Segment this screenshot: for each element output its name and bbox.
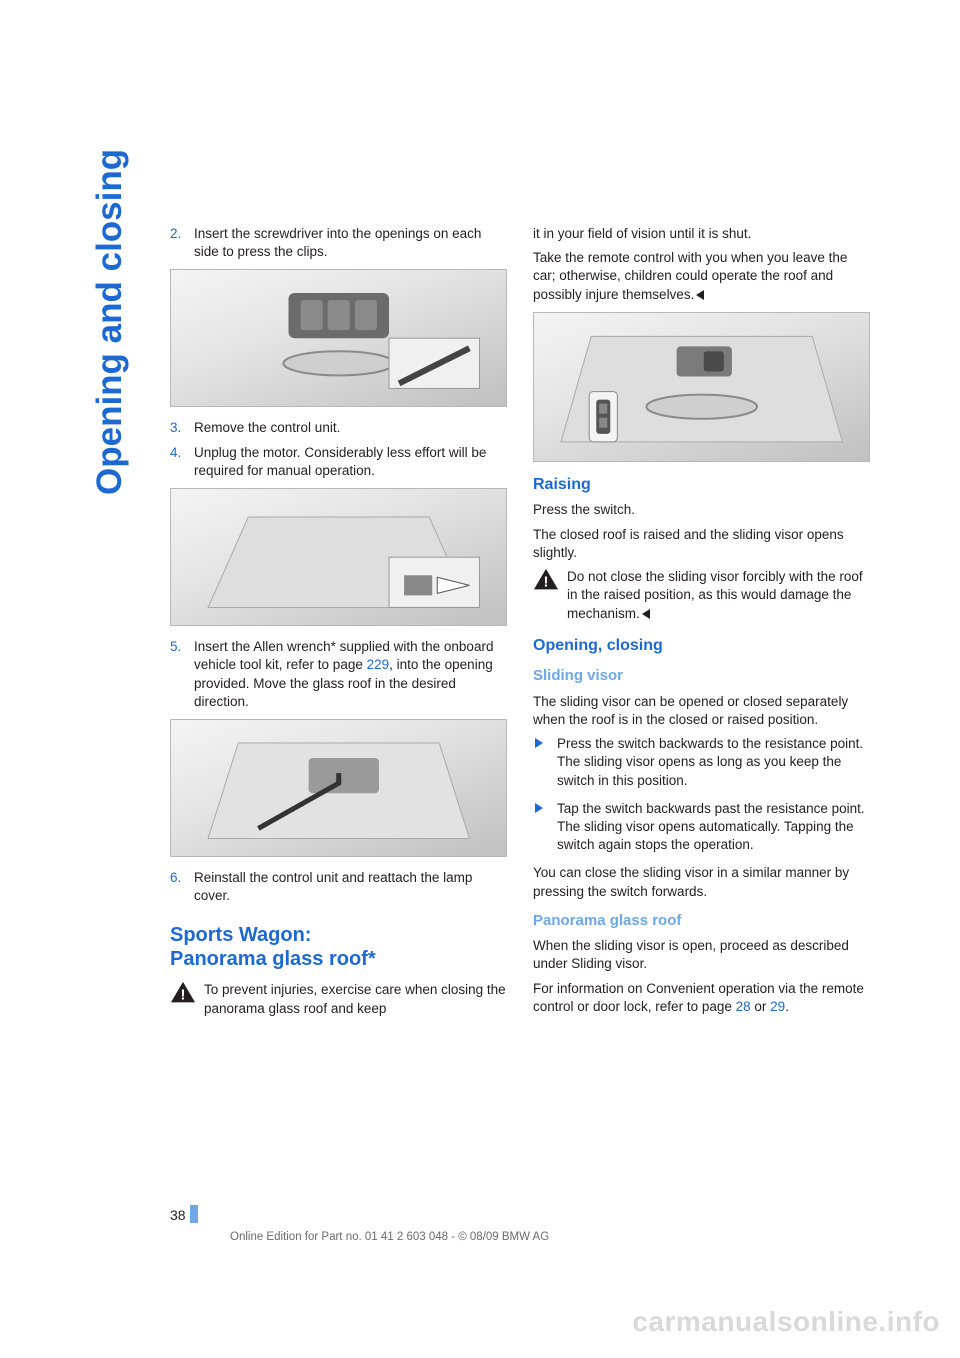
step-text: Reinstall the control unit and reattach …: [194, 870, 472, 903]
manual-page: Opening and closing 2. Insert the screwd…: [0, 0, 960, 1358]
left-column: 2. Insert the screwdriver into the openi…: [170, 225, 507, 1024]
paragraph: Press the switch.: [533, 501, 870, 519]
text-frag: Press the switch backwards to the resist…: [557, 736, 863, 751]
text-frag: or: [751, 999, 771, 1014]
page-link[interactable]: 28: [736, 999, 751, 1014]
list-item: Press the switch backwards to the resist…: [533, 735, 870, 790]
list-item: Tap the switch backwards past the resist…: [533, 800, 870, 855]
heading-line: Panorama glass roof*: [170, 948, 376, 970]
svg-text:!: !: [544, 575, 549, 591]
warning-icon: !: [170, 981, 196, 1005]
figure-allen-wrench: [170, 719, 507, 857]
content-columns: 2. Insert the screwdriver into the openi…: [170, 225, 870, 1024]
paragraph: When the sliding visor is open, proceed …: [533, 937, 870, 973]
paragraph: The sliding visor can be opened or close…: [533, 693, 870, 729]
step-number: 5.: [170, 638, 181, 656]
svg-text:!: !: [181, 988, 186, 1004]
warning-block: ! Do not close the sliding visor forcibl…: [533, 568, 870, 623]
page-link[interactable]: 29: [770, 999, 785, 1014]
step-number: 2.: [170, 225, 181, 243]
subheading-opening-closing: Opening, closing: [533, 635, 870, 657]
step-text: Remove the control unit.: [194, 420, 340, 435]
right-column: it in your field of vision until it is s…: [533, 225, 870, 1024]
page-tab-icon: [190, 1205, 198, 1223]
end-mark-icon: [642, 609, 650, 619]
text-frag: .: [785, 999, 789, 1014]
page-footer: 38 Online Edition for Part no. 01 41 2 6…: [0, 1205, 960, 1243]
section-heading-sports-wagon: Sports Wagon: Panorama glass roof*: [170, 923, 507, 971]
step-5: 5. Insert the Allen wrench* supplied wit…: [170, 638, 507, 711]
step-text: Insert the screwdriver into the openings…: [194, 226, 481, 259]
page-number: 38: [170, 1207, 190, 1223]
figure-roof-switch: [533, 312, 870, 462]
text-frag: Insert the Allen wrench: [194, 639, 331, 654]
step-text: Insert the Allen wrench* supplied with t…: [194, 639, 493, 709]
step-2: 2. Insert the screwdriver into the openi…: [170, 225, 507, 261]
step-text: Unplug the motor. Considerably less effo…: [194, 445, 486, 478]
footer-edition-line: Online Edition for Part no. 01 41 2 603 …: [170, 1231, 960, 1243]
subheading-sliding-visor: Sliding visor: [533, 666, 870, 686]
text-frag: The sliding visor opens automatically. T…: [557, 819, 854, 852]
subheading-panorama-roof: Panorama glass roof: [533, 911, 870, 931]
text-frag: The sliding visor opens as long as you k…: [557, 754, 841, 787]
heading-line: Sports Wagon:: [170, 924, 311, 946]
warning-icon: !: [533, 568, 559, 592]
end-mark-icon: [696, 290, 704, 300]
paragraph: For information on Convenient operation …: [533, 980, 870, 1016]
text-frag: For information on Convenient operation …: [533, 981, 864, 1014]
bullet-list: Press the switch backwards to the resist…: [533, 735, 870, 854]
paragraph: You can close the sliding visor in a sim…: [533, 864, 870, 900]
watermark: carmanualsonline.info: [632, 1306, 940, 1338]
paragraph: The closed roof is raised and the slidin…: [533, 526, 870, 562]
step-number: 6.: [170, 869, 181, 887]
warning-block: ! To prevent injuries, exercise care whe…: [170, 981, 507, 1017]
step-4: 4. Unplug the motor. Considerably less e…: [170, 444, 507, 480]
text-frag: Do not close the sliding visor forcibly …: [567, 569, 863, 620]
step-3: 3. Remove the control unit.: [170, 419, 507, 437]
page-link[interactable]: 229: [367, 657, 390, 672]
paragraph: Take the remote control with you when yo…: [533, 249, 870, 304]
warning-text: Do not close the sliding visor forcibly …: [567, 568, 870, 623]
figure-motor-unplug: [170, 488, 507, 626]
page-number-wrap: 38: [170, 1205, 198, 1223]
subheading-raising: Raising: [533, 474, 870, 496]
step-number: 4.: [170, 444, 181, 462]
warning-text: To prevent injuries, exercise care when …: [204, 981, 507, 1017]
text-frag: Take the remote control with you when yo…: [533, 250, 847, 301]
step-number: 3.: [170, 419, 181, 437]
text-frag: Tap the switch backwards past the resist…: [557, 801, 865, 816]
paragraph: it in your field of vision until it is s…: [533, 225, 870, 243]
step-6: 6. Reinstall the control unit and reatta…: [170, 869, 507, 905]
figure-screwdriver: [170, 269, 507, 407]
section-side-title: Opening and closing: [90, 149, 130, 495]
